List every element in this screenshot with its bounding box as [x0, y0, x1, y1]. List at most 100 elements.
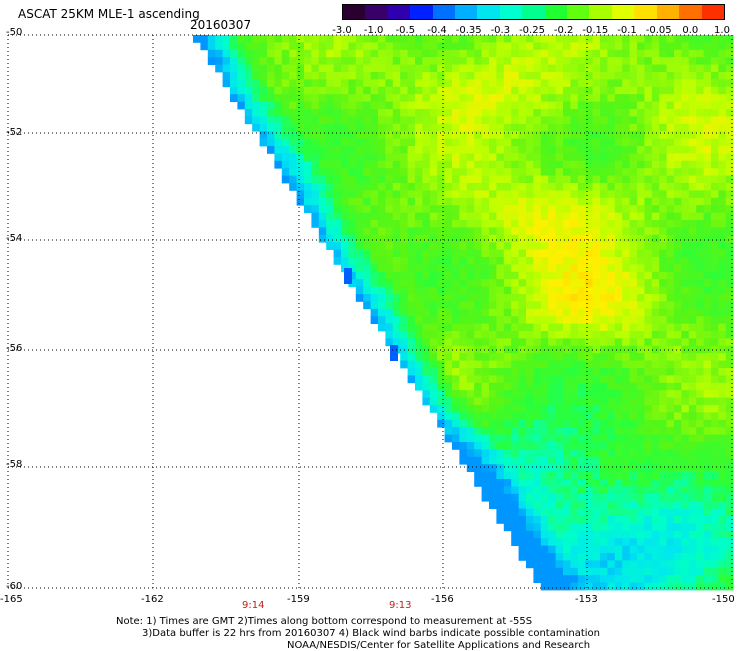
- data-cell: [370, 94, 379, 102]
- data-cell: [503, 353, 512, 361]
- data-cell: [415, 353, 423, 361]
- data-cell: [711, 138, 719, 147]
- data-cell: [489, 479, 497, 487]
- data-cell: [725, 131, 734, 139]
- data-cell: [281, 123, 290, 132]
- data-cell: [651, 375, 660, 384]
- data-cell: [681, 175, 690, 184]
- data-cell: [629, 575, 638, 583]
- data-cell: [651, 257, 660, 265]
- data-cell: [644, 567, 653, 576]
- data-cell: [659, 234, 667, 243]
- data-cell: [363, 131, 371, 139]
- data-cell: [533, 168, 542, 176]
- data-cell: [474, 94, 482, 102]
- data-cell: [422, 338, 431, 347]
- data-cell: [533, 323, 542, 332]
- data-cell: [696, 49, 704, 58]
- data-cell: [629, 397, 638, 406]
- data-cell: [725, 227, 734, 236]
- data-cell: [688, 530, 697, 539]
- data-cell: [711, 190, 719, 199]
- data-cell: [681, 123, 690, 132]
- data-cell: [274, 123, 283, 132]
- data-cell: [466, 131, 475, 139]
- data-cell: [385, 57, 394, 65]
- data-cell: [444, 279, 453, 287]
- data-cell: [437, 197, 445, 206]
- data-cell: [614, 464, 623, 472]
- data-cell: [585, 501, 593, 509]
- data-cell: [637, 501, 645, 509]
- data-cell: [711, 405, 719, 413]
- data-cell: [681, 501, 690, 509]
- data-cell: [378, 101, 386, 110]
- data-cell: [296, 131, 305, 139]
- data-cell: [548, 456, 556, 465]
- data-cell: [503, 116, 512, 125]
- data-cell: [489, 160, 497, 169]
- data-cell: [355, 264, 364, 273]
- data-cell: [429, 338, 438, 347]
- data-cell: [311, 72, 320, 80]
- data-cell: [526, 375, 534, 384]
- data-cell: [326, 212, 334, 221]
- data-cell: [452, 434, 460, 443]
- data-cell: [489, 382, 497, 391]
- data-cell: [222, 79, 231, 88]
- data-cell: [725, 308, 734, 317]
- data-cell: [304, 49, 312, 58]
- data-cell: [718, 390, 727, 398]
- data-cell: [511, 49, 519, 58]
- data-cell: [511, 516, 519, 524]
- data-cell: [341, 146, 349, 154]
- data-cell: [370, 123, 379, 132]
- data-cell: [422, 368, 431, 376]
- data-cell: [570, 397, 579, 406]
- data-cell: [681, 464, 690, 472]
- data-cell: [363, 212, 371, 221]
- data-cell: [659, 412, 667, 421]
- data-cell: [577, 560, 586, 569]
- data-cell: [533, 405, 542, 413]
- data-cell: [244, 72, 253, 80]
- data-cell: [644, 493, 653, 502]
- data-cell: [474, 220, 482, 228]
- data-cell: [540, 516, 549, 524]
- data-cell: [666, 212, 675, 221]
- data-cell: [281, 160, 290, 169]
- data-cell: [659, 109, 667, 117]
- data-cell: [563, 449, 571, 458]
- data-cell: [577, 308, 586, 317]
- data-cell: [614, 545, 623, 554]
- data-cell: [651, 271, 660, 280]
- data-cell: [644, 575, 653, 583]
- data-cell: [681, 390, 690, 398]
- data-cell: [725, 160, 734, 169]
- data-cell: [230, 35, 238, 43]
- data-cell: [444, 257, 453, 265]
- data-cell: [466, 205, 475, 213]
- data-cell: [289, 183, 297, 191]
- data-cell: [385, 323, 394, 332]
- data-cell: [555, 331, 564, 339]
- data-cell: [666, 153, 675, 162]
- data-cell: [548, 368, 556, 376]
- data-cell: [481, 160, 490, 169]
- data-cell: [614, 183, 623, 191]
- data-cell: [318, 234, 327, 243]
- data-cell: [666, 331, 675, 339]
- data-cell: [570, 35, 579, 43]
- data-cell: [407, 220, 416, 228]
- data-cell: [629, 538, 638, 546]
- data-cell: [696, 523, 704, 532]
- data-cell: [622, 168, 630, 176]
- data-cell: [659, 442, 667, 450]
- data-cell: [696, 123, 704, 132]
- data-cell: [496, 212, 505, 221]
- data-cell: [681, 116, 690, 125]
- data-cell: [711, 553, 719, 561]
- data-cell: [481, 86, 490, 95]
- data-cell: [607, 153, 616, 162]
- data-cell: [644, 471, 653, 480]
